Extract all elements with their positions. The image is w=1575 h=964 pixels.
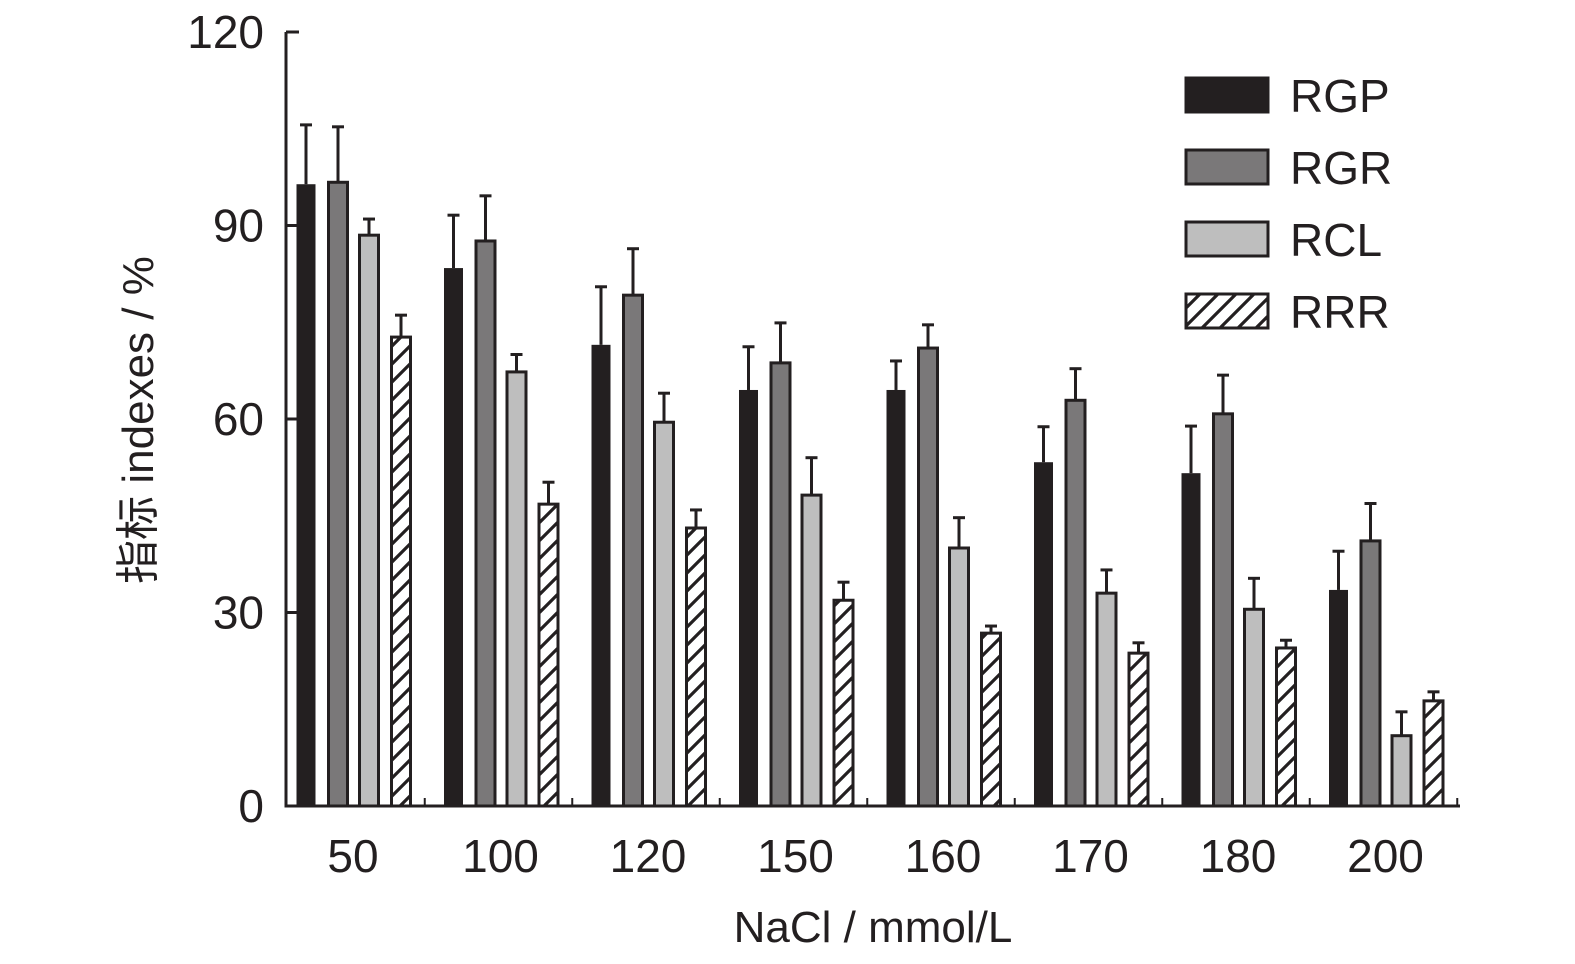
bar-rgp	[444, 268, 463, 806]
x-tick-label: 120	[610, 830, 687, 882]
legend-label-rrr: RRR	[1290, 286, 1390, 338]
bar-rcl	[505, 370, 528, 808]
x-tick-label: 200	[1347, 830, 1424, 882]
bar-rrr	[1275, 646, 1297, 808]
bar-rcl	[653, 420, 675, 808]
legend-swatch-rcl	[1184, 220, 1270, 258]
bar-rcl	[1243, 607, 1265, 808]
bar-rgp	[591, 344, 611, 806]
x-tick-label: 170	[1052, 830, 1129, 882]
x-axis-title: NaCl / mmol/L	[734, 903, 1013, 952]
x-tick-label: 150	[757, 830, 834, 882]
bar-rrr	[1422, 699, 1445, 808]
bar-rgr	[1064, 398, 1087, 808]
x-tick-label: 160	[905, 830, 982, 882]
bar-rgr	[327, 180, 349, 808]
legend: RGP RGR RCL RRR	[1184, 70, 1392, 338]
y-tick-label: 30	[213, 587, 264, 639]
bar-rrr	[390, 335, 412, 808]
y-tick-label: 0	[238, 780, 264, 832]
x-tick-label: 180	[1200, 830, 1277, 882]
bar-rrr	[685, 526, 707, 808]
bar-rgr	[1212, 412, 1234, 808]
bar-rgp	[1181, 473, 1201, 806]
legend-swatch-rgr	[1184, 148, 1270, 186]
bar-rcl	[358, 233, 380, 808]
bar-rcl	[948, 546, 970, 808]
bar-rgr	[622, 293, 644, 808]
x-tick-label: 100	[462, 830, 539, 882]
y-tick-label: 120	[187, 6, 264, 58]
bar-rgr	[769, 361, 792, 808]
bar-rrr	[537, 502, 560, 808]
bar-rgp	[739, 389, 758, 806]
legend-label-rcl: RCL	[1290, 214, 1382, 266]
y-tick-label: 90	[213, 200, 264, 252]
bar-rgr	[1359, 539, 1382, 808]
legend-swatch-rgp	[1184, 76, 1270, 114]
bar-rcl	[1095, 591, 1118, 808]
bar-rgp	[1329, 589, 1348, 806]
bar-rrr	[1127, 651, 1150, 808]
plot-area	[296, 123, 1445, 808]
bar-rgp	[1034, 462, 1053, 806]
y-tick-label: 60	[213, 393, 264, 445]
axes: 0 30 60 90 120 50 100 120 150 160 170 180 200	[187, 6, 1460, 882]
bar-rgp	[296, 184, 316, 807]
bar-rgp	[886, 389, 906, 806]
bar-rrr	[980, 631, 1002, 808]
bar-rgr	[917, 346, 939, 808]
bar-rgr	[474, 239, 497, 808]
x-tick-label: 50	[327, 830, 378, 882]
legend-label-rgr: RGR	[1290, 142, 1392, 194]
legend-swatch-rrr	[1184, 292, 1270, 330]
y-axis-title: 指标 indexes / %	[114, 256, 163, 584]
bar-rcl	[800, 493, 823, 808]
legend-label-rgp: RGP	[1290, 70, 1390, 122]
bar-rcl	[1390, 734, 1413, 808]
bar-rrr	[832, 598, 855, 808]
